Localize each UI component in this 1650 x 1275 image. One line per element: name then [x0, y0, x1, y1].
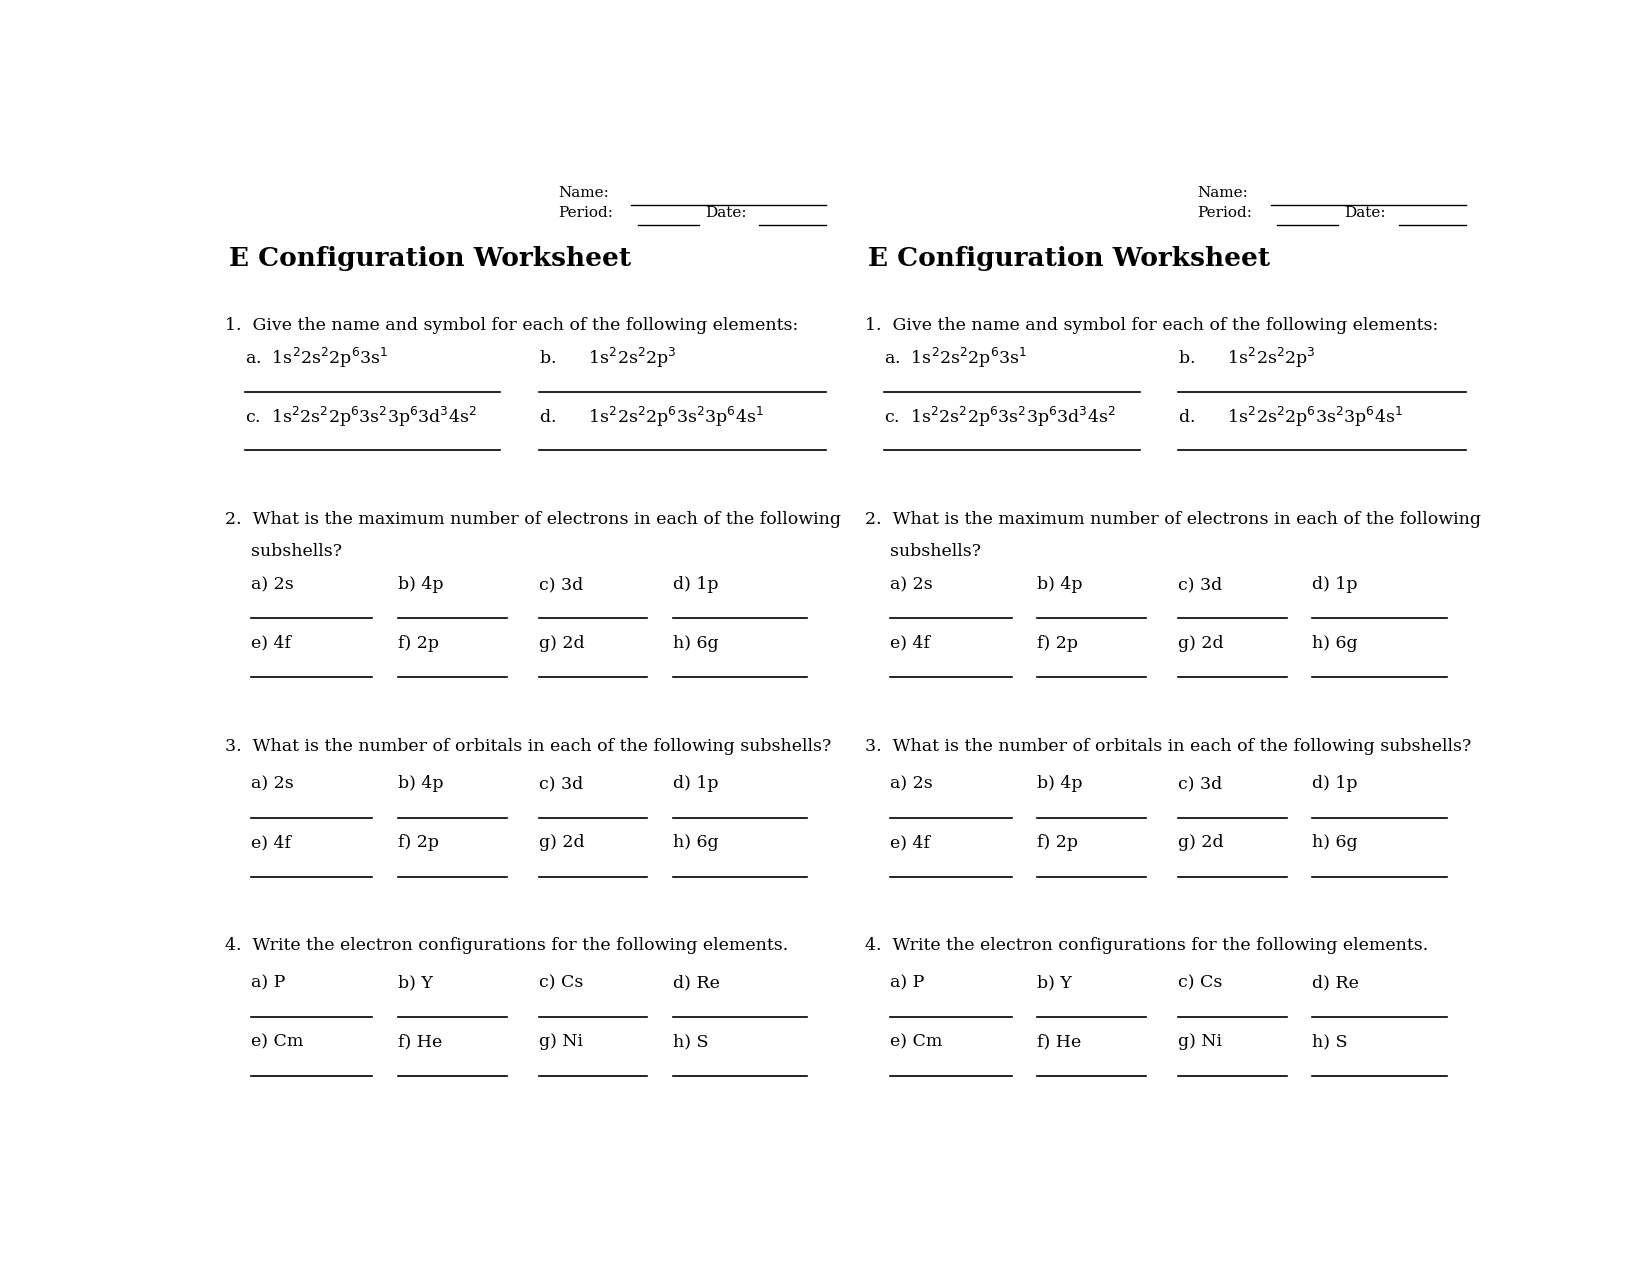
Text: E Configuration Worksheet: E Configuration Worksheet — [868, 246, 1270, 270]
Text: h) S: h) S — [673, 1034, 708, 1051]
Text: f) 2p: f) 2p — [1038, 635, 1079, 652]
Text: d) Re: d) Re — [673, 974, 719, 992]
Text: g) 2d: g) 2d — [538, 834, 584, 852]
Text: Name:: Name: — [1198, 186, 1247, 200]
Text: Name:: Name: — [558, 186, 609, 200]
Text: 2.  What is the maximum number of electrons in each of the following: 2. What is the maximum number of electro… — [865, 511, 1480, 528]
Text: h) S: h) S — [1312, 1034, 1348, 1051]
Text: h) 6g: h) 6g — [673, 635, 719, 652]
Text: b) Y: b) Y — [398, 974, 432, 992]
Text: 3.  What is the number of orbitals in each of the following subshells?: 3. What is the number of orbitals in eac… — [865, 738, 1472, 755]
Text: c) 3d: c) 3d — [538, 576, 582, 593]
Text: 4.  Write the electron configurations for the following elements.: 4. Write the electron configurations for… — [226, 937, 789, 954]
Text: 1.  Give the name and symbol for each of the following elements:: 1. Give the name and symbol for each of … — [226, 316, 799, 334]
Text: e) 4f: e) 4f — [251, 635, 290, 652]
Text: E Configuration Worksheet: E Configuration Worksheet — [229, 246, 630, 270]
Text: b) 4p: b) 4p — [398, 775, 444, 792]
Text: g) 2d: g) 2d — [538, 635, 584, 652]
Text: d) Re: d) Re — [1312, 974, 1360, 992]
Text: d) 1p: d) 1p — [1312, 576, 1358, 593]
Text: g) 2d: g) 2d — [1178, 834, 1224, 852]
Text: e) 4f: e) 4f — [891, 834, 931, 852]
Text: b.      1s$^2$2s$^2$2p$^3$: b. 1s$^2$2s$^2$2p$^3$ — [538, 346, 676, 370]
Text: a) 2s: a) 2s — [891, 775, 934, 792]
Text: Date:: Date: — [1345, 205, 1386, 219]
Text: a.  1s$^2$2s$^2$2p$^6$3s$^1$: a. 1s$^2$2s$^2$2p$^6$3s$^1$ — [244, 346, 388, 370]
Text: Period:: Period: — [558, 205, 612, 219]
Text: b.      1s$^2$2s$^2$2p$^3$: b. 1s$^2$2s$^2$2p$^3$ — [1178, 346, 1315, 370]
Text: g) 2d: g) 2d — [1178, 635, 1224, 652]
Text: g) Ni: g) Ni — [538, 1034, 582, 1051]
Text: e) Cm: e) Cm — [891, 1034, 942, 1051]
Text: b) 4p: b) 4p — [1038, 576, 1082, 593]
Text: c) 3d: c) 3d — [1178, 775, 1223, 792]
Text: c.  1s$^2$2s$^2$2p$^6$3s$^2$3p$^6$3d$^3$4s$^2$: c. 1s$^2$2s$^2$2p$^6$3s$^2$3p$^6$3d$^3$4… — [884, 405, 1115, 428]
Text: e) 4f: e) 4f — [891, 635, 931, 652]
Text: f) He: f) He — [398, 1034, 442, 1051]
Text: 3.  What is the number of orbitals in each of the following subshells?: 3. What is the number of orbitals in eac… — [226, 738, 832, 755]
Text: c) Cs: c) Cs — [1178, 974, 1223, 992]
Text: subshells?: subshells? — [251, 543, 342, 561]
Text: f) 2p: f) 2p — [398, 635, 439, 652]
Text: d) 1p: d) 1p — [673, 775, 718, 792]
Text: g) Ni: g) Ni — [1178, 1034, 1223, 1051]
Text: c) 3d: c) 3d — [1178, 576, 1223, 593]
Text: b) 4p: b) 4p — [398, 576, 444, 593]
Text: h) 6g: h) 6g — [1312, 834, 1358, 852]
Text: a) 2s: a) 2s — [251, 576, 294, 593]
Text: c.  1s$^2$2s$^2$2p$^6$3s$^2$3p$^6$3d$^3$4s$^2$: c. 1s$^2$2s$^2$2p$^6$3s$^2$3p$^6$3d$^3$4… — [244, 405, 477, 428]
Text: f) He: f) He — [1038, 1034, 1082, 1051]
Text: e) 4f: e) 4f — [251, 834, 290, 852]
Text: d) 1p: d) 1p — [1312, 775, 1358, 792]
Text: b) Y: b) Y — [1038, 974, 1072, 992]
Text: f) 2p: f) 2p — [1038, 834, 1079, 852]
Text: a) P: a) P — [891, 974, 924, 992]
Text: d.      1s$^2$2s$^2$2p$^6$3s$^2$3p$^6$4s$^1$: d. 1s$^2$2s$^2$2p$^6$3s$^2$3p$^6$4s$^1$ — [1178, 405, 1402, 428]
Text: Date:: Date: — [705, 205, 746, 219]
Text: Period:: Period: — [1198, 205, 1252, 219]
Text: 1.  Give the name and symbol for each of the following elements:: 1. Give the name and symbol for each of … — [865, 316, 1439, 334]
Text: b) 4p: b) 4p — [1038, 775, 1082, 792]
Text: subshells?: subshells? — [891, 543, 982, 561]
Text: e) Cm: e) Cm — [251, 1034, 304, 1051]
Text: d.      1s$^2$2s$^2$2p$^6$3s$^2$3p$^6$4s$^1$: d. 1s$^2$2s$^2$2p$^6$3s$^2$3p$^6$4s$^1$ — [538, 405, 764, 428]
Text: h) 6g: h) 6g — [673, 834, 719, 852]
Text: h) 6g: h) 6g — [1312, 635, 1358, 652]
Text: d) 1p: d) 1p — [673, 576, 718, 593]
Text: c) Cs: c) Cs — [538, 974, 582, 992]
Text: 2.  What is the maximum number of electrons in each of the following: 2. What is the maximum number of electro… — [226, 511, 842, 528]
Text: f) 2p: f) 2p — [398, 834, 439, 852]
Text: a) 2s: a) 2s — [891, 576, 934, 593]
Text: 4.  Write the electron configurations for the following elements.: 4. Write the electron configurations for… — [865, 937, 1427, 954]
Text: a.  1s$^2$2s$^2$2p$^6$3s$^1$: a. 1s$^2$2s$^2$2p$^6$3s$^1$ — [884, 346, 1026, 370]
Text: a) 2s: a) 2s — [251, 775, 294, 792]
Text: a) P: a) P — [251, 974, 285, 992]
Text: c) 3d: c) 3d — [538, 775, 582, 792]
